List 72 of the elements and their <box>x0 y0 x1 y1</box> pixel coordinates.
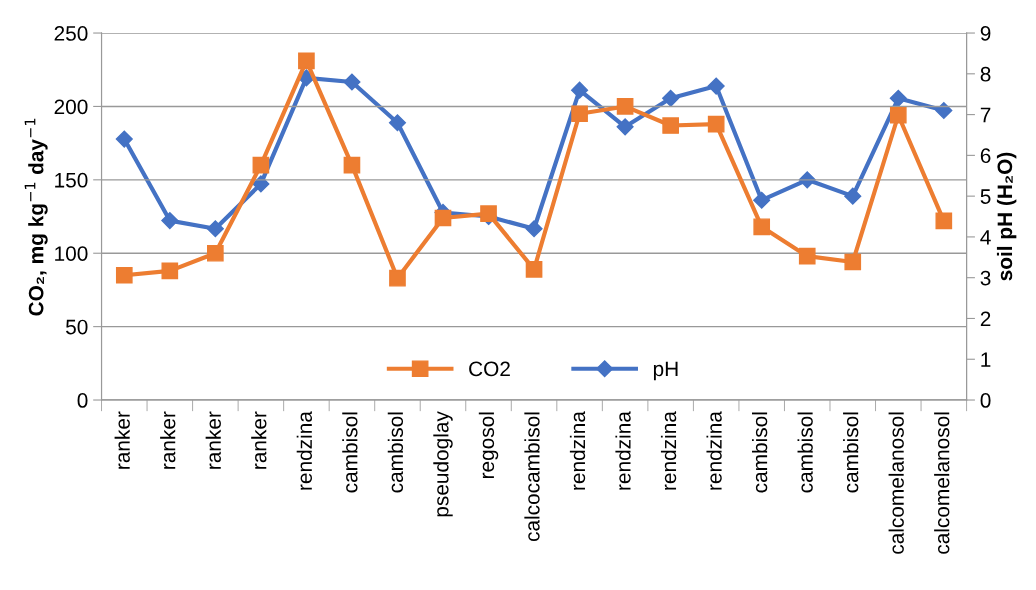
y2-tick-label: 4 <box>980 230 991 245</box>
point <box>889 89 907 107</box>
point <box>161 212 179 230</box>
y-axis-title: CO₂, mg kg$^{−1}$ day$^{−1}$ <box>24 118 48 316</box>
x-tick-label: cambisol <box>387 412 404 493</box>
x-tick-label: rendzina <box>296 411 312 490</box>
y2-tick-label: 0 <box>980 393 991 408</box>
x-tick-label: rendzina <box>615 411 631 490</box>
point <box>616 118 634 136</box>
y2-tick-label: 7 <box>980 107 991 123</box>
point <box>298 52 315 70</box>
point <box>571 105 588 123</box>
point <box>343 156 361 174</box>
point <box>753 218 771 236</box>
point <box>343 73 361 91</box>
point <box>207 244 224 262</box>
point <box>844 187 862 205</box>
point <box>161 262 179 280</box>
point <box>798 247 816 265</box>
point <box>115 130 133 148</box>
x-tick-label: rendzina <box>569 411 586 490</box>
y-tick-label: 100 <box>55 246 88 261</box>
x-tick-label: ranker <box>205 411 221 469</box>
x-tick-label: pseudoglay <box>433 411 453 517</box>
point <box>662 117 679 134</box>
point <box>525 261 543 278</box>
y2-tick-label: 8 <box>980 66 991 82</box>
y2-tick-label: 5 <box>980 189 991 204</box>
x-tick-label: calcocambisol <box>524 412 540 542</box>
point <box>889 106 907 124</box>
x-tick-label: cambisol <box>797 412 813 493</box>
y-tick-label: 250 <box>54 26 88 41</box>
x-tick-label: rendzina <box>660 411 677 490</box>
point <box>434 209 452 227</box>
point <box>115 266 133 284</box>
x-tick-label: cambisol <box>843 412 859 493</box>
point <box>662 89 680 107</box>
x-tick-label: ranker <box>114 411 130 469</box>
point <box>844 253 862 271</box>
point <box>616 98 634 115</box>
y2-tick-label: 6 <box>980 148 991 164</box>
point <box>525 220 543 238</box>
point <box>388 114 407 132</box>
point <box>753 191 771 209</box>
point <box>707 115 725 133</box>
x-tick-label: cambisol <box>752 412 768 493</box>
x-tick-label: calcomelanosol <box>888 412 904 554</box>
point <box>206 220 224 238</box>
x-tick-label: calcomelanosol <box>934 412 950 554</box>
point <box>571 81 589 99</box>
y2-tick-label: 2 <box>980 311 991 327</box>
y-tick-label: 50 <box>66 319 88 335</box>
y2-tick-label: 1 <box>981 352 991 367</box>
y-tick-label: 150 <box>55 172 88 188</box>
legend-label: pH <box>653 361 678 381</box>
x-tick-label: rendzina <box>706 411 722 490</box>
point <box>707 77 725 95</box>
legend-label: CO2 <box>469 361 510 377</box>
x-tick-label: cambisol <box>342 412 358 493</box>
point <box>480 205 497 222</box>
x-tick-label: regosol <box>478 412 499 479</box>
y2-tick-label: 3 <box>980 270 991 286</box>
point <box>252 156 270 174</box>
point <box>389 269 406 287</box>
point <box>935 101 953 120</box>
point <box>935 212 953 230</box>
y2-tick-label: 9 <box>980 26 991 41</box>
x-tick-label: ranker <box>251 411 267 469</box>
y-tick-label: 0 <box>77 393 88 408</box>
y2-axis-title: soil pH (H₂O) <box>996 152 1017 281</box>
y-tick-label: 200 <box>54 99 88 115</box>
x-tick-label: ranker <box>160 411 176 469</box>
